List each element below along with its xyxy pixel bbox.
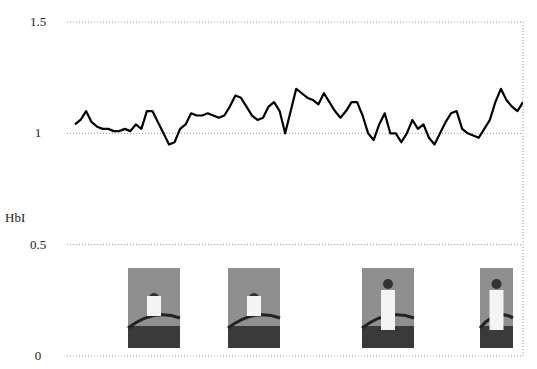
grid-line bbox=[67, 356, 523, 357]
axis-label: HbI bbox=[5, 210, 25, 225]
frame bbox=[523, 22, 524, 356]
chart: 0 0.5 1 1.5 HbI bbox=[0, 0, 537, 369]
tick-label: 0 bbox=[35, 348, 42, 363]
photo bbox=[228, 268, 280, 348]
photo bbox=[362, 268, 414, 348]
photo bbox=[128, 268, 180, 348]
data-line bbox=[75, 89, 523, 145]
tick-label: 1 bbox=[35, 125, 42, 140]
photo bbox=[480, 268, 513, 348]
tick-label: 1.5 bbox=[30, 14, 46, 29]
grid-line bbox=[67, 22, 523, 23]
tick-label: 0.5 bbox=[30, 237, 46, 252]
grid-line bbox=[67, 133, 523, 134]
grid-line bbox=[67, 244, 523, 245]
